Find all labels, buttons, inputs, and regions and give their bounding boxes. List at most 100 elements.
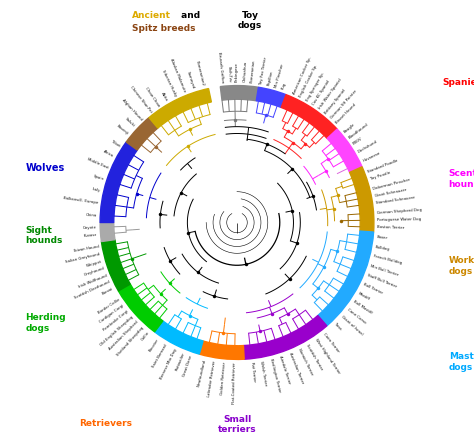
Text: Havanese: Havanese bbox=[362, 151, 381, 163]
Text: Min Bull Terrier: Min Bull Terrier bbox=[370, 264, 399, 277]
Text: Mastiff-like
dogs: Mastiff-like dogs bbox=[449, 352, 474, 372]
Text: Chow Chow: Chow Chow bbox=[144, 86, 160, 107]
Text: Welsh Terrier: Welsh Terrier bbox=[259, 360, 268, 386]
Text: Pug: Pug bbox=[281, 82, 287, 90]
Text: Italy: Italy bbox=[91, 187, 100, 193]
Text: Spain: Spain bbox=[92, 174, 104, 181]
Text: Samoyed: Samoyed bbox=[186, 71, 196, 89]
Text: Herding
dogs: Herding dogs bbox=[25, 313, 66, 332]
Text: Bulldog: Bulldog bbox=[375, 245, 390, 251]
Text: Bouvier: Bouvier bbox=[148, 338, 160, 352]
Text: Pomeranian: Pomeranian bbox=[250, 59, 256, 83]
Text: Ancient: Ancient bbox=[132, 11, 171, 20]
Text: Spaniels: Spaniels bbox=[442, 78, 474, 87]
Text: Scottish Deerhound: Scottish Deerhound bbox=[74, 280, 110, 300]
Text: Brussels Griffon: Brussels Griffon bbox=[217, 52, 224, 83]
Text: Standard Poodle: Standard Poodle bbox=[367, 159, 399, 174]
Text: Doberman Pinscher: Doberman Pinscher bbox=[373, 177, 411, 190]
Text: and: and bbox=[178, 11, 200, 20]
Text: Australian Shepherd: Australian Shepherd bbox=[108, 320, 139, 351]
Text: West Highland Terrier: West Highland Terrier bbox=[314, 338, 340, 375]
Wedge shape bbox=[118, 284, 163, 332]
Wedge shape bbox=[244, 316, 327, 359]
Text: Ibizan Hound: Ibizan Hound bbox=[73, 245, 99, 253]
Wedge shape bbox=[126, 117, 158, 150]
Text: China: China bbox=[85, 213, 97, 217]
Text: Tosa: Tosa bbox=[333, 322, 342, 331]
Text: Australian Terrier: Australian Terrier bbox=[288, 352, 304, 384]
Text: Dachshund: Dachshund bbox=[357, 140, 379, 154]
Text: Chinese Shar-Pei: Chinese Shar-Pei bbox=[129, 85, 152, 113]
Text: Scottish Terrier: Scottish Terrier bbox=[305, 343, 324, 371]
Text: Whippet: Whippet bbox=[86, 259, 103, 267]
Wedge shape bbox=[149, 89, 211, 128]
Text: Balkans/E. Europe: Balkans/E. Europe bbox=[63, 196, 98, 205]
Text: Eng Springer Sp.: Eng Springer Sp. bbox=[305, 71, 326, 102]
Text: Irish Wolfhound: Irish Wolfhound bbox=[78, 273, 108, 288]
Wedge shape bbox=[350, 167, 374, 232]
Text: Chihuahua: Chihuahua bbox=[242, 61, 247, 82]
Text: Cav KC Spaniel: Cav KC Spaniel bbox=[312, 79, 331, 106]
Text: Coyote: Coyote bbox=[83, 226, 97, 230]
Text: Africa: Africa bbox=[102, 150, 114, 158]
Text: Great Dane: Great Dane bbox=[182, 355, 193, 377]
Text: Airedale Terrier: Airedale Terrier bbox=[278, 356, 292, 385]
Text: Mastiff: Mastiff bbox=[357, 291, 371, 301]
Text: German Shepherd Dog: German Shepherd Dog bbox=[377, 207, 422, 214]
Text: Bull Terrier: Bull Terrier bbox=[362, 282, 383, 295]
Wedge shape bbox=[327, 129, 362, 172]
Text: Rottweiler: Rottweiler bbox=[175, 352, 186, 372]
Text: Tibet: Tibet bbox=[110, 139, 120, 148]
Text: Newfoundland: Newfoundland bbox=[197, 359, 208, 387]
Text: Staff Bull Terrier: Staff Bull Terrier bbox=[366, 273, 397, 289]
Wedge shape bbox=[100, 222, 115, 242]
Text: Cane Corso: Cane Corso bbox=[346, 307, 367, 324]
Text: Scent
hounds: Scent hounds bbox=[449, 169, 474, 189]
Text: Papillon: Papillon bbox=[266, 70, 274, 86]
Text: Cairn Terrier: Cairn Terrier bbox=[322, 332, 340, 353]
Text: Toy Poodle: Toy Poodle bbox=[370, 171, 391, 181]
Text: Rat Terrier: Rat Terrier bbox=[250, 362, 256, 382]
Text: Portuguese Water Dog: Portuguese Water Dog bbox=[377, 217, 421, 222]
Text: Flat-Coated Retriever: Flat-Coated Retriever bbox=[232, 363, 237, 405]
Text: Siberian Husky: Siberian Husky bbox=[161, 69, 177, 97]
Wedge shape bbox=[318, 231, 374, 326]
Text: Sight
hounds: Sight hounds bbox=[25, 226, 63, 245]
Text: Beagle: Beagle bbox=[343, 122, 356, 134]
Text: Standard Schnauzer: Standard Schnauzer bbox=[376, 195, 415, 205]
Text: Irish Water Spaniel: Irish Water Spaniel bbox=[318, 78, 343, 110]
Text: Italian Greyhound: Italian Greyhound bbox=[65, 252, 100, 264]
Text: Giant of Israel: Giant of Israel bbox=[340, 315, 363, 336]
Wedge shape bbox=[100, 142, 137, 222]
Text: Akita: Akita bbox=[160, 91, 169, 102]
Text: Spitz breeds: Spitz breeds bbox=[132, 24, 196, 33]
Text: French Bulldog: French Bulldog bbox=[373, 255, 402, 265]
Text: Saluki: Saluki bbox=[124, 117, 136, 128]
Text: Basenji: Basenji bbox=[116, 124, 129, 136]
Text: American Cocker Sp.: American Cocker Sp. bbox=[292, 56, 312, 95]
Text: Retrievers: Retrievers bbox=[80, 419, 133, 428]
Text: Old English Sheepdog: Old English Sheepdog bbox=[99, 315, 134, 347]
Text: Afghan Hound: Afghan Hound bbox=[121, 98, 143, 121]
Text: Middle East: Middle East bbox=[86, 157, 109, 170]
Text: Kuvasz: Kuvasz bbox=[84, 233, 97, 238]
Text: Min Pinscher: Min Pinscher bbox=[274, 63, 284, 88]
Text: Norwich Terrier: Norwich Terrier bbox=[297, 348, 313, 376]
Wedge shape bbox=[199, 341, 244, 360]
Text: English Cocker Sp.: English Cocker Sp. bbox=[299, 64, 319, 98]
Text: Cardigan Corgi: Cardigan Corgi bbox=[99, 303, 125, 324]
Text: Bedlington Terrier: Bedlington Terrier bbox=[269, 358, 282, 393]
Text: Pomeranian2: Pomeranian2 bbox=[195, 61, 205, 87]
Wedge shape bbox=[155, 321, 203, 354]
Text: Boxer: Boxer bbox=[376, 235, 388, 240]
Wedge shape bbox=[281, 95, 337, 138]
Text: Bernese Mtn Dog: Bernese Mtn Dog bbox=[159, 348, 177, 380]
Text: Borzoi: Borzoi bbox=[101, 287, 114, 296]
Text: Labrador Retriever: Labrador Retriever bbox=[207, 361, 217, 397]
Text: Pekingese: Pekingese bbox=[235, 62, 239, 82]
Wedge shape bbox=[101, 240, 130, 291]
Text: Golden Retriever: Golden Retriever bbox=[220, 362, 227, 396]
Text: Working
dogs: Working dogs bbox=[449, 256, 474, 276]
Text: Boston Terrier: Boston Terrier bbox=[377, 226, 405, 231]
Text: Small
terriers: Small terriers bbox=[218, 415, 256, 434]
